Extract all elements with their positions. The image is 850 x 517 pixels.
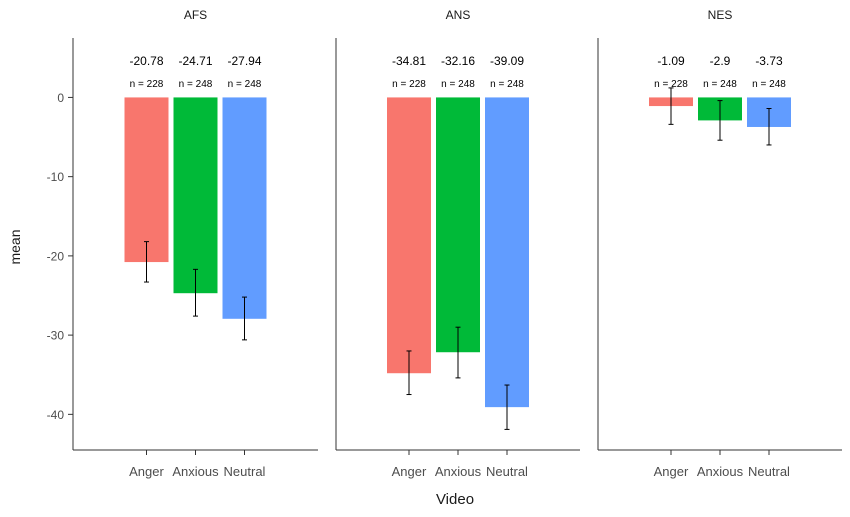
- y-tick-label: 0: [57, 91, 64, 105]
- n-label: n = 248: [703, 79, 737, 90]
- value-label: -3.73: [755, 54, 783, 68]
- n-label: n = 228: [654, 79, 688, 90]
- y-tick-label: -20: [47, 249, 65, 263]
- x-tick-label: Anxious: [697, 464, 744, 479]
- n-label: n = 248: [179, 79, 213, 90]
- x-tick-label: Anxious: [172, 464, 219, 479]
- value-label: -24.71: [178, 54, 212, 68]
- facet-panel-afs: AFS -20.78 n = 228 Anger -24.71 n = 248 Anxiou…: [72, 8, 318, 479]
- value-label: -2.9: [710, 54, 731, 68]
- bar-afs-neutral: [222, 97, 267, 319]
- x-tick-label: Anxious: [435, 464, 482, 479]
- value-label: -20.78: [129, 54, 163, 68]
- x-tick-label: Neutral: [486, 464, 528, 479]
- value-label: -39.09: [490, 54, 524, 68]
- bar-ans-neutral: [485, 97, 529, 408]
- n-label: n = 248: [228, 79, 262, 90]
- value-label: -32.16: [441, 54, 475, 68]
- value-label: -34.81: [392, 54, 426, 68]
- value-label: -1.09: [657, 54, 685, 68]
- y-tick-label: -10: [47, 170, 65, 184]
- x-tick-label: Neutral: [224, 464, 266, 479]
- x-axis-label: Video: [436, 491, 474, 508]
- n-label: n = 228: [130, 79, 164, 90]
- bar-ans-anxious: [436, 97, 480, 353]
- x-tick-label: Anger: [654, 464, 689, 479]
- bar-ans-anger: [387, 97, 431, 374]
- y-axis-label: mean: [7, 229, 23, 264]
- y-tick-label: -40: [47, 408, 65, 422]
- x-tick-label: Anger: [392, 464, 427, 479]
- x-tick-label: Neutral: [748, 464, 790, 479]
- n-label: n = 248: [441, 79, 475, 90]
- n-label: n = 228: [392, 79, 426, 90]
- n-label: n = 248: [752, 79, 786, 90]
- x-tick-label: Anger: [129, 464, 164, 479]
- bar-afs-anger: [124, 97, 169, 263]
- y-tick-label: -30: [47, 329, 65, 343]
- n-label: n = 248: [490, 79, 524, 90]
- panel-title: ANS: [446, 8, 471, 22]
- value-label: -27.94: [227, 54, 261, 68]
- facet-panel-nes: NES -1.09 n = 228 Anger -2.9 n = 248 Anxious -3…: [597, 8, 842, 479]
- panel-title: AFS: [184, 8, 207, 22]
- panel-title: NES: [708, 8, 733, 22]
- facet-panel-ans: ANS -34.81 n = 228 Anger -32.16 n = 248 Anxiou…: [335, 8, 580, 479]
- bar-afs-anxious: [173, 97, 218, 294]
